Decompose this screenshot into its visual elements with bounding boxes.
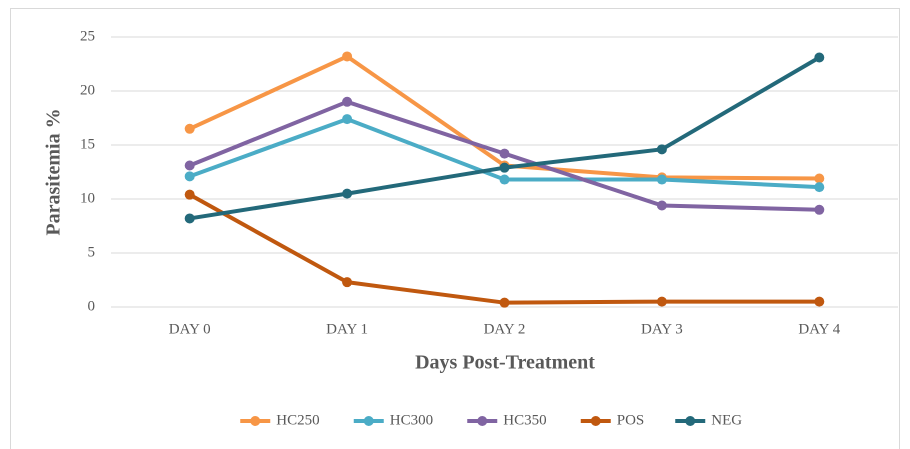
data-point: [656, 296, 667, 307]
data-point: [814, 182, 825, 193]
data-point: [184, 171, 195, 182]
legend-label: HC350: [503, 412, 546, 428]
data-point: [342, 51, 353, 62]
x-tick-label: DAY 1: [326, 321, 368, 337]
y-axis-title: Parasitemia %: [43, 108, 65, 235]
data-point: [184, 189, 195, 200]
x-tick-label: DAY 3: [641, 321, 683, 337]
legend-marker: [477, 416, 488, 426]
data-point: [499, 297, 510, 308]
legend-label: HC250: [276, 412, 319, 428]
x-tick-label: DAY 0: [169, 321, 211, 337]
data-point: [184, 213, 195, 224]
data-point: [499, 174, 510, 185]
legend-label: HC300: [390, 412, 433, 428]
data-point: [342, 114, 353, 125]
y-tick-label: 15: [80, 136, 95, 152]
y-tick-label: 20: [80, 82, 95, 98]
y-tick-label: 0: [88, 298, 96, 314]
legend-marker: [590, 416, 601, 426]
legend-label: POS: [617, 412, 645, 428]
data-point: [342, 277, 353, 288]
x-tick-label: DAY 2: [484, 321, 526, 337]
data-point: [814, 296, 825, 307]
data-point: [656, 200, 667, 211]
x-tick-label: DAY 4: [798, 321, 840, 337]
y-tick-label: 10: [80, 190, 95, 206]
data-point: [656, 174, 667, 185]
data-point: [342, 96, 353, 107]
chart-frame: [10, 8, 900, 449]
legend-label: NEG: [711, 412, 742, 428]
x-axis-title: Days Post-Treatment: [415, 352, 595, 374]
data-point: [656, 144, 667, 155]
y-tick-label: 5: [88, 244, 96, 260]
data-point: [184, 160, 195, 171]
data-point: [814, 204, 825, 215]
data-point: [814, 52, 825, 63]
data-point: [499, 162, 510, 173]
y-tick-label: 25: [80, 28, 95, 44]
data-point: [184, 123, 195, 134]
data-point: [814, 173, 825, 184]
legend-marker: [363, 416, 374, 426]
data-point: [342, 188, 353, 199]
legend-marker: [685, 416, 696, 426]
data-point: [499, 148, 510, 159]
legend-marker: [250, 416, 261, 426]
